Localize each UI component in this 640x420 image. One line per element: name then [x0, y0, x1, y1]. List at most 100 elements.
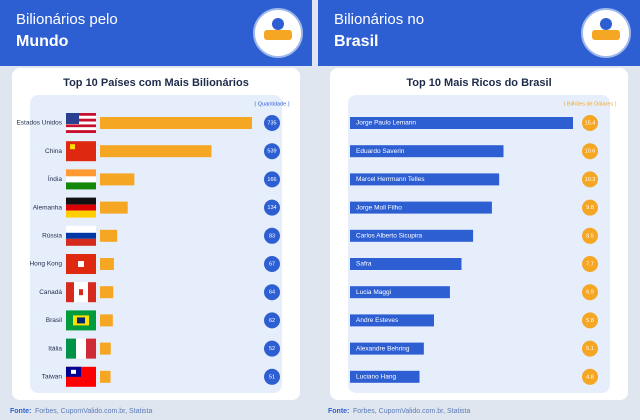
category-label: Jorge Paulo Lemann	[356, 120, 416, 127]
value-label: 9.8	[586, 205, 594, 211]
flag-part	[66, 182, 96, 190]
value-bubble	[264, 284, 280, 301]
bar	[350, 258, 462, 270]
flag-part	[66, 282, 74, 303]
value-label: 15.4	[585, 120, 596, 126]
icon-detail	[264, 30, 292, 40]
flag	[66, 225, 96, 246]
category-label: Jorge Moll Filho	[356, 204, 402, 211]
category-label: Rússia	[42, 233, 62, 240]
category-label: Alemanha	[33, 204, 63, 211]
bar	[100, 117, 252, 129]
value-label: 4.8	[586, 374, 594, 380]
source: Forbes, CupomValido.com.br, Statista	[353, 408, 470, 415]
bar	[100, 229, 118, 242]
bar	[100, 173, 135, 186]
flag	[66, 282, 96, 303]
value-bubble	[582, 256, 598, 272]
flag-part	[66, 204, 96, 211]
value-bubble	[582, 340, 598, 357]
flag-part	[66, 197, 96, 205]
flag-part	[66, 124, 96, 128]
flag-part	[66, 169, 96, 177]
category-label: Safra	[356, 261, 372, 268]
flag-part	[66, 130, 96, 133]
flag	[66, 169, 96, 190]
value-bubble	[582, 143, 598, 160]
flag-part	[86, 338, 96, 359]
flag-part	[76, 338, 86, 359]
flag-part	[88, 282, 96, 303]
value-label: 735	[267, 120, 276, 126]
category-label: Brasil	[46, 317, 63, 324]
value-label: 10.6	[585, 149, 596, 155]
value-bubble	[264, 171, 280, 188]
bar	[350, 286, 450, 299]
flag-part	[66, 121, 96, 125]
bar	[100, 286, 114, 299]
category-label: Alexandre Behring	[356, 345, 410, 352]
value-bubble	[264, 227, 280, 244]
bar	[350, 342, 424, 355]
value-label: 51	[269, 374, 275, 380]
flag	[66, 310, 96, 331]
bar	[350, 117, 573, 129]
flag-part	[66, 118, 96, 122]
category-label: Índia	[48, 174, 62, 183]
panel-title: Brasil	[334, 33, 378, 50]
value-label: 134	[267, 205, 276, 211]
flag-part	[66, 232, 96, 239]
bar	[350, 229, 474, 242]
flag-part	[66, 338, 76, 359]
category-label: Luciano Hang	[356, 374, 396, 381]
bar	[350, 145, 504, 158]
source-label: Fonte:	[10, 408, 31, 415]
value-bubble	[264, 143, 280, 160]
value-label: 83	[269, 233, 275, 239]
flag-part	[71, 369, 76, 374]
flag	[66, 141, 96, 162]
value-label: 62	[269, 318, 275, 324]
value-bubble	[582, 115, 598, 131]
category-label: Canadá	[39, 289, 62, 296]
bar	[100, 258, 114, 270]
panel-title: Bilionários no	[334, 11, 424, 28]
flag-part	[79, 289, 83, 296]
value-bubble	[582, 312, 598, 329]
value-bubble	[582, 227, 598, 244]
flag-part	[66, 127, 96, 131]
value-bubble	[264, 256, 280, 272]
flag-part	[66, 113, 96, 116]
flag-part	[66, 210, 96, 218]
value-label: 5.1	[586, 346, 594, 352]
source: Forbes, CupomValido.com.br, Statista	[35, 408, 152, 415]
bar	[350, 173, 500, 186]
category-label: Hong Kong	[29, 261, 62, 268]
value-bubble	[264, 340, 280, 357]
value-label: 6.9	[586, 290, 594, 296]
source-label: Fonte:	[328, 408, 349, 415]
flag-part	[66, 225, 96, 233]
value-bubble	[582, 199, 598, 216]
value-label: 10.3	[585, 177, 596, 183]
value-bubble	[264, 199, 280, 216]
legend-label: ( Quantidade )	[254, 101, 289, 107]
flag	[66, 197, 96, 218]
value-bubble	[264, 115, 280, 131]
value-label: 539	[267, 149, 276, 155]
icon-detail	[592, 30, 620, 40]
value-label: 166	[267, 177, 276, 183]
panel-title: Bilionários pelo	[16, 11, 118, 28]
category-label: China	[45, 148, 62, 155]
flag	[66, 338, 96, 359]
value-label: 7.7	[586, 261, 594, 267]
value-bubble	[582, 284, 598, 301]
category-label: Marcel Herrmann Telles	[356, 176, 425, 183]
value-bubble	[264, 312, 280, 329]
flag-part	[78, 261, 84, 267]
bar	[100, 201, 128, 214]
panel-title: Mundo	[16, 33, 69, 50]
value-bubble	[582, 171, 598, 188]
